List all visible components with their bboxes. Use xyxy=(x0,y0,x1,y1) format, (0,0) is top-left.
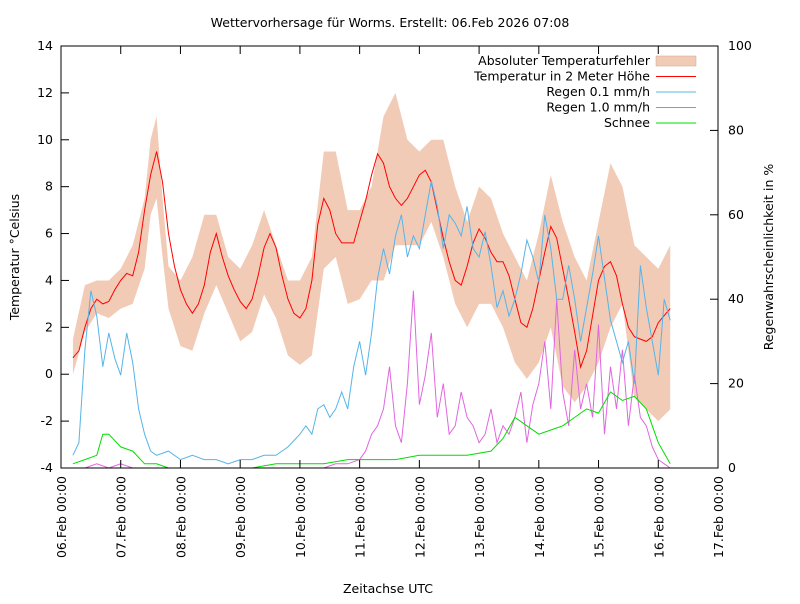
y-tick-label: 6 xyxy=(45,226,53,241)
y-axis-label: Temperatur °Celsius xyxy=(7,194,22,321)
x-tick-label: 15.Feb 00:00 xyxy=(592,476,607,558)
x-tick-label: 11.Feb 00:00 xyxy=(353,476,368,558)
y-tick-label: 12 xyxy=(37,85,53,100)
x-tick-label: 13.Feb 00:00 xyxy=(472,476,487,558)
y-tick-label: 4 xyxy=(45,272,53,287)
y2-tick-label: 100 xyxy=(728,38,752,53)
y-tick-label: 14 xyxy=(37,38,53,53)
x-tick-label: 17.Feb 00:00 xyxy=(711,476,726,558)
x-tick-label: 08.Feb 00:00 xyxy=(173,476,188,558)
legend-label-regen-1-0-mm-h: Regen 1.0 mm/h xyxy=(546,100,650,115)
x-tick-label: 07.Feb 00:00 xyxy=(114,476,129,558)
x-tick-label: 14.Feb 00:00 xyxy=(532,476,547,558)
temperature-error-band xyxy=(72,92,671,422)
y2-tick-label: 60 xyxy=(728,207,744,222)
legend-swatch-absoluter-temperaturfehler xyxy=(655,55,697,67)
y-tick-label: -2 xyxy=(41,413,53,428)
y-tick-label: 0 xyxy=(45,366,53,381)
x-axis-label: Zeitachse UTC xyxy=(343,581,433,596)
y2-tick-label: 80 xyxy=(728,122,744,137)
y2-tick-label: 20 xyxy=(728,376,744,391)
x-tick-label: 10.Feb 00:00 xyxy=(293,476,308,558)
y-tick-label: 8 xyxy=(45,179,53,194)
legend-label-temperatur-in-2-meter-h-he: Temperatur in 2 Meter Höhe xyxy=(473,69,650,84)
y-tick-label: 2 xyxy=(45,319,53,334)
legend-label-absoluter-temperaturfehler: Absoluter Temperaturfehler xyxy=(478,53,651,68)
y2-tick-label: 40 xyxy=(728,291,744,306)
legend-label-schnee: Schnee xyxy=(604,115,650,130)
legend-label-regen-0-1-mm-h: Regen 0.1 mm/h xyxy=(546,84,650,99)
y-tick-label: -4 xyxy=(41,460,54,475)
x-tick-label: 16.Feb 00:00 xyxy=(651,476,666,558)
chart-title: Wettervorhersage für Worms. Erstellt: 06… xyxy=(211,15,570,30)
x-tick-label: 06.Feb 00:00 xyxy=(54,476,69,558)
schnee-line xyxy=(72,391,671,469)
y2-axis-label: Regenwahrscheinlichkeit in % xyxy=(761,164,776,351)
temperatur-in-2-meter-h-he-line xyxy=(72,151,671,370)
y2-tick-label: 0 xyxy=(728,460,736,475)
y-tick-label: 10 xyxy=(37,132,53,147)
regen-0-1-mm-h-line xyxy=(72,180,671,465)
plot-frame xyxy=(60,45,719,469)
x-tick-label: 09.Feb 00:00 xyxy=(233,476,248,558)
x-tick-label: 12.Feb 00:00 xyxy=(412,476,427,558)
